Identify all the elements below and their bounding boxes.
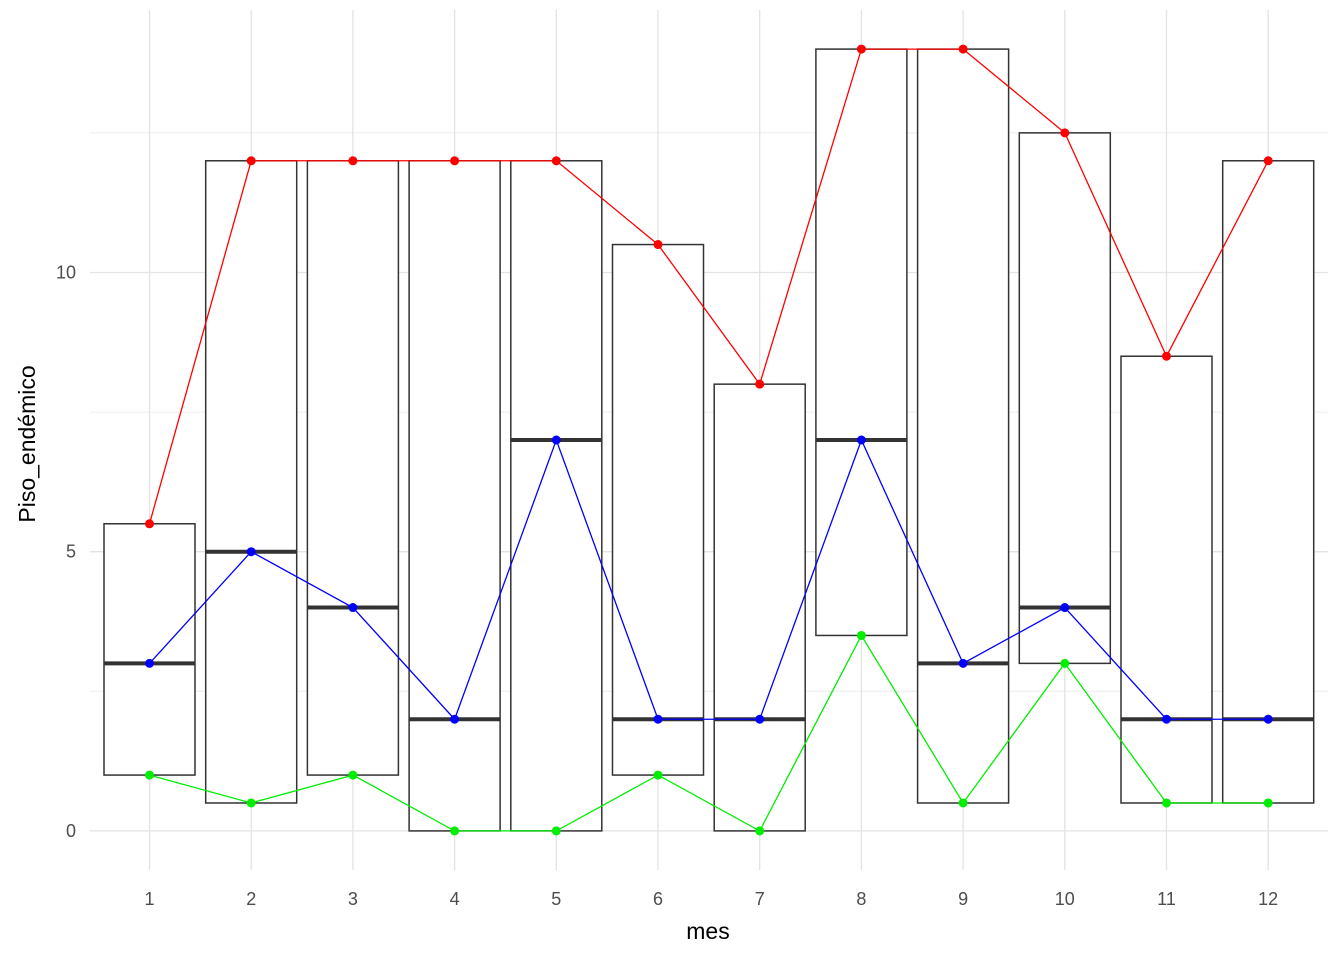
series-2-point (348, 770, 358, 780)
series-0-point (755, 379, 765, 389)
series-1-point (856, 435, 866, 445)
series-0-point (450, 156, 460, 166)
box-mes-5 (510, 160, 603, 832)
y-tick-label: 0 (66, 821, 76, 841)
series-0-point (653, 240, 663, 250)
series-0-point (1162, 351, 1171, 361)
series-1-point (958, 658, 968, 668)
series-0-point (856, 44, 866, 54)
series-2-point (450, 826, 460, 836)
x-axis-title: mes (686, 918, 729, 944)
box-mes-3 (306, 160, 400, 776)
series-0-point (551, 156, 561, 166)
series-1-point (1162, 714, 1171, 724)
x-tick-label: 8 (856, 889, 866, 909)
series-1-point (1263, 714, 1273, 724)
series-2-point (856, 630, 866, 640)
series-0-point (958, 44, 968, 54)
series-2-point (246, 798, 256, 808)
x-tick-label: 2 (246, 889, 256, 909)
y-tick-label: 10 (56, 262, 76, 282)
series-0-line (148, 48, 1269, 524)
series-2-point (1060, 658, 1070, 668)
x-tick-label: 7 (755, 889, 765, 909)
series-1-point (348, 603, 358, 613)
series-1-point (450, 714, 460, 724)
series-2-point (958, 798, 968, 808)
series-2-point (145, 770, 154, 780)
series-1-point (551, 435, 561, 445)
x-tick-label: 11 (1157, 889, 1176, 909)
series-1-point (653, 714, 663, 724)
box-mes-9 (916, 48, 1010, 804)
x-tick-label: 5 (551, 889, 561, 909)
box-mes-11 (1120, 355, 1213, 804)
y-tick-label: 5 (66, 542, 76, 562)
box-mes-10 (1018, 132, 1112, 665)
series-0-point (348, 156, 358, 166)
y-axis-title: Piso_endémico (14, 365, 40, 522)
series-1-point (246, 547, 256, 557)
x-tick-label: 1 (144, 889, 154, 909)
series-1-point (755, 714, 765, 724)
box-mes-4 (408, 160, 501, 832)
series-2-line (149, 634, 1269, 832)
series-0-point (246, 156, 256, 166)
series-0-point (145, 519, 154, 529)
x-tick-label: 12 (1258, 889, 1278, 909)
series-2-point (1162, 798, 1171, 808)
series-1-line (149, 438, 1269, 721)
x-tick-label: 9 (958, 889, 968, 909)
x-tick-label: 10 (1055, 889, 1075, 909)
x-tick-label: 4 (450, 889, 460, 909)
series-2-point (755, 826, 765, 836)
box-mes-12 (1221, 160, 1315, 804)
series-0-point (1263, 156, 1273, 166)
box-mes-8 (815, 48, 908, 637)
series-0-point (1060, 128, 1070, 138)
box-mes-6 (611, 243, 705, 776)
box-mes-7 (713, 383, 806, 832)
boxes (103, 48, 1315, 832)
x-tick-label: 3 (348, 889, 358, 909)
box-mes-2 (204, 160, 298, 804)
series-2-point (653, 770, 663, 780)
series-1-point (1060, 603, 1070, 613)
series-1-point (145, 658, 154, 668)
series-2-point (551, 826, 561, 836)
box-mes-1 (103, 523, 196, 776)
series-lines (145, 44, 1273, 836)
series-2-point (1263, 798, 1273, 808)
x-tick-label: 6 (653, 889, 663, 909)
